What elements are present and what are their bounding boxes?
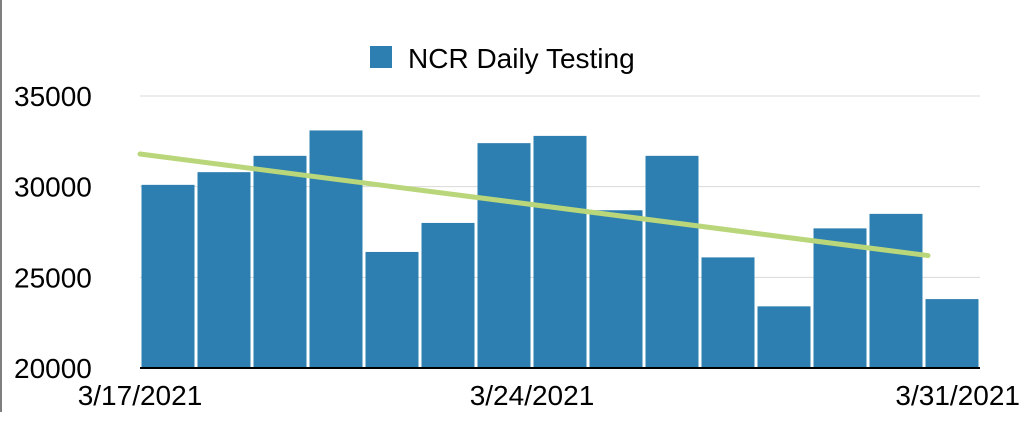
bar [309,130,363,368]
x-tick-label: 3/17/2021 [78,380,203,411]
legend-swatch [370,46,392,68]
bar [365,251,419,368]
trendline-group [137,151,931,259]
y-tick-label: 30000 [14,172,92,203]
bar [757,306,811,368]
bar [589,210,643,368]
bar [141,184,195,368]
x-tick-label: 3/31/2021 [895,380,1020,411]
bar [701,257,755,368]
trendline [137,151,931,259]
y-tick-label: 25000 [14,262,92,293]
y-axis-tick-labels: 20000 25000 30000 35000 [14,81,92,384]
bar-series [141,130,979,368]
bar [925,299,979,368]
y-tick-label: 35000 [14,81,92,112]
bar [645,155,699,368]
legend: NCR Daily Testing [370,43,635,74]
x-axis-tick-labels: 3/17/2021 3/24/2021 3/31/2021 [78,380,1020,411]
bar [477,143,531,368]
bar [197,172,251,368]
y-tick-label: 20000 [14,353,92,384]
bar [813,228,867,368]
legend-label: NCR Daily Testing [408,43,635,74]
bar [253,155,307,368]
bar [421,222,475,368]
x-tick-label: 3/24/2021 [470,380,595,411]
bar [869,213,923,368]
bar [533,135,587,368]
